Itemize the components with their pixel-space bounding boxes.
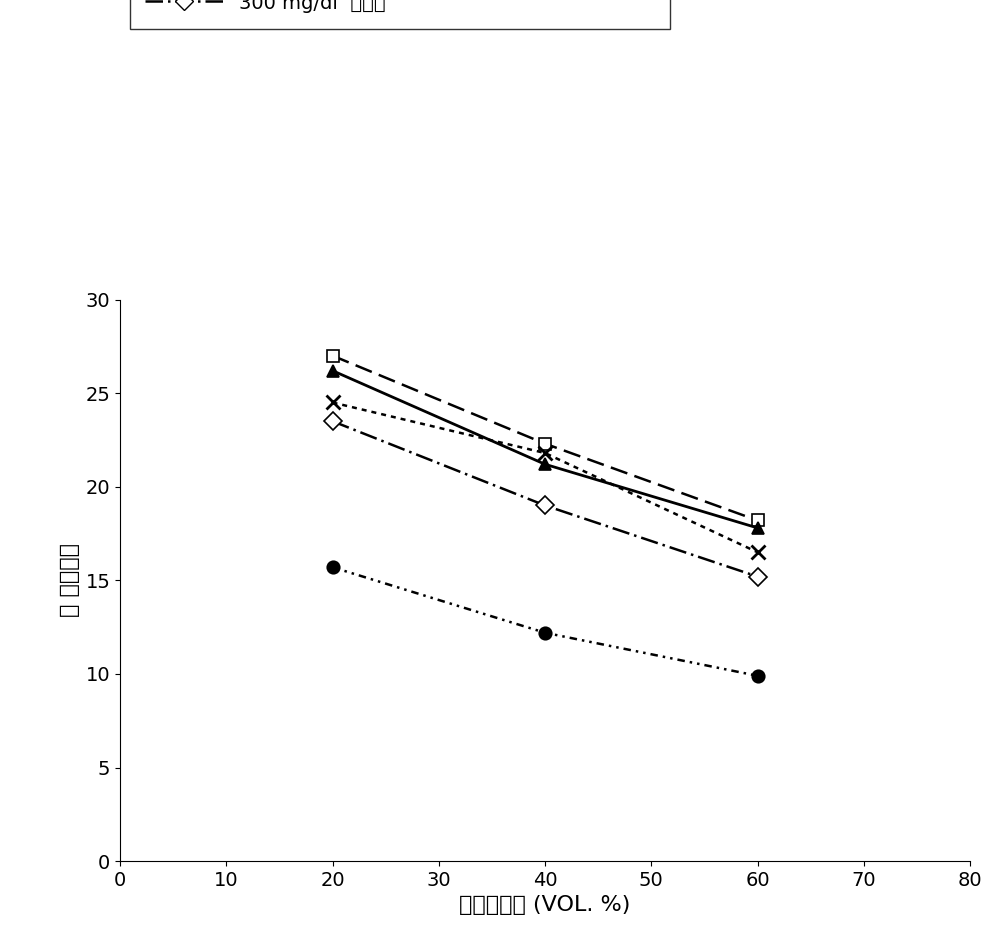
Legend: 0 mg/dl   葫萦糖, 50 mg/dl  葫萦糖, 300 mg/dl  葫萦糖, 600 mg/dl  葫萦糖, 100 mg/dl  葫萦糖: 0 mg/dl 葫萦糖, 50 mg/dl 葫萦糖, 300 mg/dl 葫萦糖… (130, 0, 670, 29)
X-axis label: 红细胞比容 (VOL. %): 红细胞比容 (VOL. %) (459, 896, 631, 915)
Y-axis label: 相 移（度）: 相 移（度） (60, 543, 80, 618)
